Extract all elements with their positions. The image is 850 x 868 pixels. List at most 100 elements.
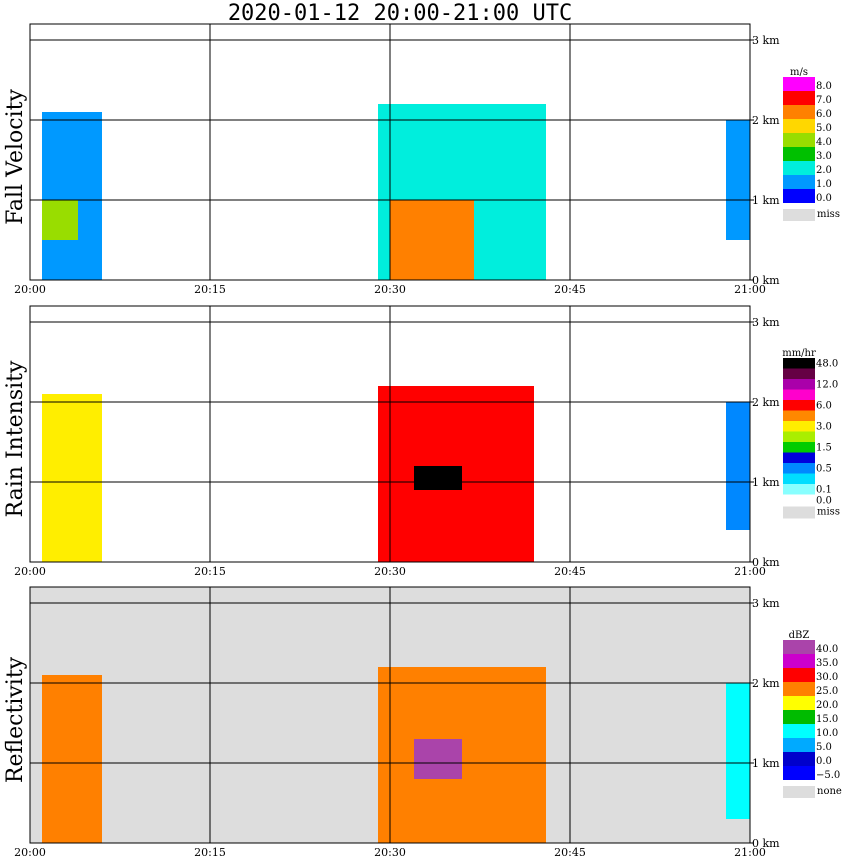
x-tick-label: 21:00 [734,565,766,578]
x-tick-label: 20:30 [374,846,406,859]
data-cell [42,675,102,843]
x-tick-label: 20:45 [554,846,586,859]
legend-label: 1.0 [816,179,832,190]
legend-label: 1.5 [816,443,832,454]
legend-swatch [783,189,815,203]
legend-swatch [783,766,815,780]
legend-swatch [783,77,815,91]
legend-swatch [783,442,815,453]
legend-swatch [783,452,815,463]
x-tick-label: 20:30 [374,565,406,578]
legend-label: 0.0 [816,193,832,204]
x-tick-label: 20:15 [194,283,226,296]
legend-label: 6.0 [816,401,832,412]
legend-label: 15.0 [816,714,838,725]
y-tick-label: 3 km [752,34,780,47]
legend-swatch [783,175,815,189]
legend-swatch [783,400,815,411]
data-cell [42,394,102,562]
legend-label: 5.0 [816,742,832,753]
legend-label: 35.0 [816,658,838,669]
legend-unit: dBZ [789,630,810,641]
x-tick-label: 20:15 [194,846,226,859]
legend-missing-swatch [783,506,815,519]
y-axis-label: Reflectivity [3,656,28,783]
legend-swatch [783,431,815,442]
data-cell [726,683,750,819]
x-tick-label: 20:30 [374,283,406,296]
legend-label: 25.0 [816,686,838,697]
legend-swatch [783,119,815,133]
legend-swatch [783,710,815,724]
legend-missing-label: miss [817,507,840,518]
x-tick-label: 20:00 [14,565,46,578]
legend-label: 48.0 [816,359,838,370]
y-axis-label: Fall Velocity [3,89,28,225]
legend-swatch [783,668,815,682]
legend-label: 20.0 [816,700,838,711]
x-tick-label: 20:45 [554,565,586,578]
data-cell [726,402,750,530]
legend-min-label: 0.0 [816,496,832,507]
y-tick-label: 1 km [752,476,780,489]
legend-label: 6.0 [816,109,832,120]
y-tick-label: 3 km [752,597,780,610]
y-tick-label: 0 km [752,274,780,287]
legend-swatch [783,410,815,421]
legend-label: 10.0 [816,728,838,739]
legend-swatch [783,91,815,105]
legend-label: 8.0 [816,81,832,92]
legend-swatch [783,473,815,484]
data-cell [414,739,462,779]
y-tick-label: 0 km [752,837,780,850]
x-tick-label: 21:00 [734,846,766,859]
legend-unit: m/s [790,67,808,78]
x-tick-label: 21:00 [734,283,766,296]
legend-missing-label: none [817,786,842,797]
legend-swatch [783,738,815,752]
legend-swatch [783,654,815,668]
legend-unit: mm/hr [782,348,816,359]
legend-swatch [783,105,815,119]
legend-missing-swatch [783,786,815,798]
legend-label: 12.0 [816,380,838,391]
legend-label: 3.0 [816,422,832,433]
data-cell [726,120,750,240]
data-cell [42,112,102,280]
legend-swatch [783,752,815,766]
y-tick-label: 2 km [752,677,780,690]
legend-label: −5.0 [816,770,840,781]
panel-reflectivity: 0 km 1 km 2 km 3 km 20:00 20:15 20:30 20:45 21:0… [3,586,842,859]
data-cell [42,200,78,240]
y-tick-label: 1 km [752,194,780,207]
x-tick-label: 20:45 [554,283,586,296]
legend-label: 0.5 [816,464,832,475]
data-cell [414,466,462,490]
y-tick-label: 2 km [752,114,780,127]
y-axis-label: Rain Intensity [3,360,28,517]
legend-label: 3.0 [816,151,832,162]
legend-label: 0.1 [816,485,832,496]
panel-fall-velocity: 0 km 1 km 2 km 3 km 20:00 20:15 20:30 20:45 21:0… [3,23,840,296]
legend-swatch [783,147,815,161]
data-cell [390,200,474,280]
x-tick-label: 20:15 [194,565,226,578]
legend-label: 4.0 [816,137,832,148]
legend-label: 7.0 [816,95,832,106]
legend-swatch [783,421,815,432]
legend-label: 2.0 [816,165,832,176]
legend-swatch [783,379,815,390]
legend-label: 0.0 [816,756,832,767]
x-tick-label: 20:00 [14,283,46,296]
legend-swatch [783,358,815,369]
legend-label: 30.0 [816,672,838,683]
legend-swatch [783,696,815,710]
legend-missing-label: miss [817,209,840,220]
legend-swatch [783,682,815,696]
legend-label: 5.0 [816,123,832,134]
y-tick-label: 3 km [752,316,780,329]
legend-swatch [783,133,815,147]
panel-rain-intensity: 0 km 1 km 2 km 3 km 20:00 20:15 20:30 20:45 21:0… [3,305,840,578]
legend-swatch [783,389,815,400]
